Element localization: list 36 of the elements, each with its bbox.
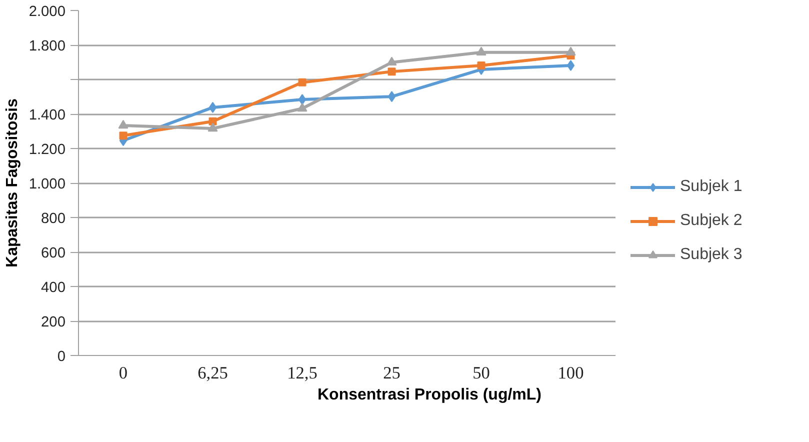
- point: [566, 60, 575, 72]
- point: [208, 102, 217, 113]
- y-tick-label: 400: [41, 280, 66, 296]
- y-tick-label: 1.000: [28, 176, 66, 192]
- y-tick-label: 200: [41, 314, 66, 330]
- x-tick-label: 100: [558, 364, 584, 382]
- point: [386, 56, 397, 66]
- x-tick-label: 25: [383, 364, 400, 382]
- point: [298, 78, 306, 86]
- point: [477, 62, 486, 70]
- point: [118, 120, 128, 129]
- y-tick-label: 800: [41, 211, 66, 227]
- y-tick-label: 0: [57, 349, 66, 365]
- y-tick-label: 1.800: [28, 38, 66, 54]
- point: [388, 68, 396, 76]
- point: [208, 122, 218, 132]
- legend-label: Subjek 1: [680, 178, 742, 196]
- x-tick-label: 12,5: [287, 364, 318, 382]
- point: [298, 94, 306, 106]
- x-axis-title: Konsentrasi Propolis (ug/mL): [317, 386, 542, 404]
- y-tick-label: 1.400: [28, 108, 66, 124]
- y-tick-label: 1.200: [28, 142, 66, 158]
- x-tick-label: 50: [472, 364, 490, 382]
- point: [208, 117, 217, 126]
- point: [388, 91, 396, 102]
- x-tick-label: 0: [118, 364, 128, 382]
- point: [476, 46, 486, 56]
- x-tick-label: 6,25: [198, 364, 228, 382]
- point: [119, 132, 128, 140]
- point: [566, 46, 576, 56]
- y-tick-label: 2.000: [28, 4, 66, 20]
- legend-label: Subjek 3: [680, 246, 742, 264]
- y-axis-title: Kapasitas Fagositosis: [4, 98, 21, 268]
- legend-label: Subjek 2: [680, 212, 742, 230]
- point: [297, 102, 308, 112]
- y-tick-label: 600: [41, 246, 66, 262]
